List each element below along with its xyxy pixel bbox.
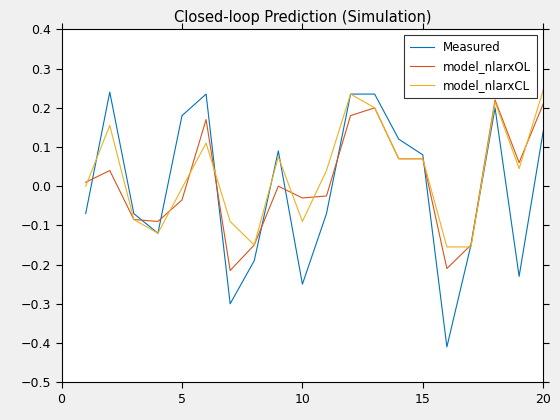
Measured [540,129,547,134]
model_nlarxOL [130,217,137,222]
model_nlarxCL [323,168,330,173]
model_nlarxOL [82,180,89,185]
model_nlarxOL [444,266,450,271]
model_nlarxCL [155,231,161,236]
Measured [82,211,89,216]
model_nlarxCL [179,186,185,191]
Title: Closed-loop Prediction (Simulation): Closed-loop Prediction (Simulation) [174,10,431,26]
Measured [179,113,185,118]
Legend: Measured, model_nlarxOL, model_nlarxCL: Measured, model_nlarxOL, model_nlarxCL [404,35,537,98]
model_nlarxOL [323,194,330,199]
Measured [106,89,113,94]
model_nlarxCL [82,184,89,189]
model_nlarxCL [516,166,522,171]
Measured [395,136,402,142]
Measured [444,344,450,349]
Measured [516,274,522,279]
model_nlarxCL [227,219,234,224]
model_nlarxCL [395,156,402,161]
model_nlarxOL [492,97,498,102]
model_nlarxOL [203,117,209,122]
model_nlarxOL [251,242,258,247]
model_nlarxOL [516,160,522,165]
Measured [251,258,258,263]
model_nlarxCL [492,100,498,105]
model_nlarxCL [347,92,354,97]
model_nlarxOL [419,156,426,161]
Line: model_nlarxOL: model_nlarxOL [86,100,543,270]
model_nlarxCL [203,141,209,146]
Measured [323,211,330,216]
model_nlarxCL [130,217,137,222]
model_nlarxCL [371,105,378,110]
model_nlarxOL [395,156,402,161]
model_nlarxOL [227,268,234,273]
model_nlarxCL [275,154,282,159]
model_nlarxOL [155,219,161,224]
model_nlarxOL [299,195,306,200]
model_nlarxCL [419,156,426,161]
model_nlarxOL [347,113,354,118]
Measured [275,148,282,153]
model_nlarxCL [299,219,306,224]
model_nlarxOL [371,105,378,110]
Line: model_nlarxCL: model_nlarxCL [86,90,543,247]
Measured [492,105,498,110]
Measured [227,301,234,306]
Measured [371,92,378,97]
model_nlarxOL [468,242,474,247]
Measured [130,211,137,216]
Measured [299,282,306,287]
model_nlarxOL [106,168,113,173]
Line: Measured: Measured [86,92,543,347]
model_nlarxCL [444,244,450,249]
model_nlarxOL [540,101,547,106]
Measured [347,92,354,97]
model_nlarxCL [251,242,258,247]
Measured [203,92,209,97]
model_nlarxOL [179,197,185,202]
Measured [419,152,426,158]
model_nlarxOL [275,184,282,189]
Measured [155,231,161,236]
model_nlarxCL [106,123,113,128]
model_nlarxCL [468,244,474,249]
model_nlarxCL [540,88,547,93]
Measured [468,242,474,247]
